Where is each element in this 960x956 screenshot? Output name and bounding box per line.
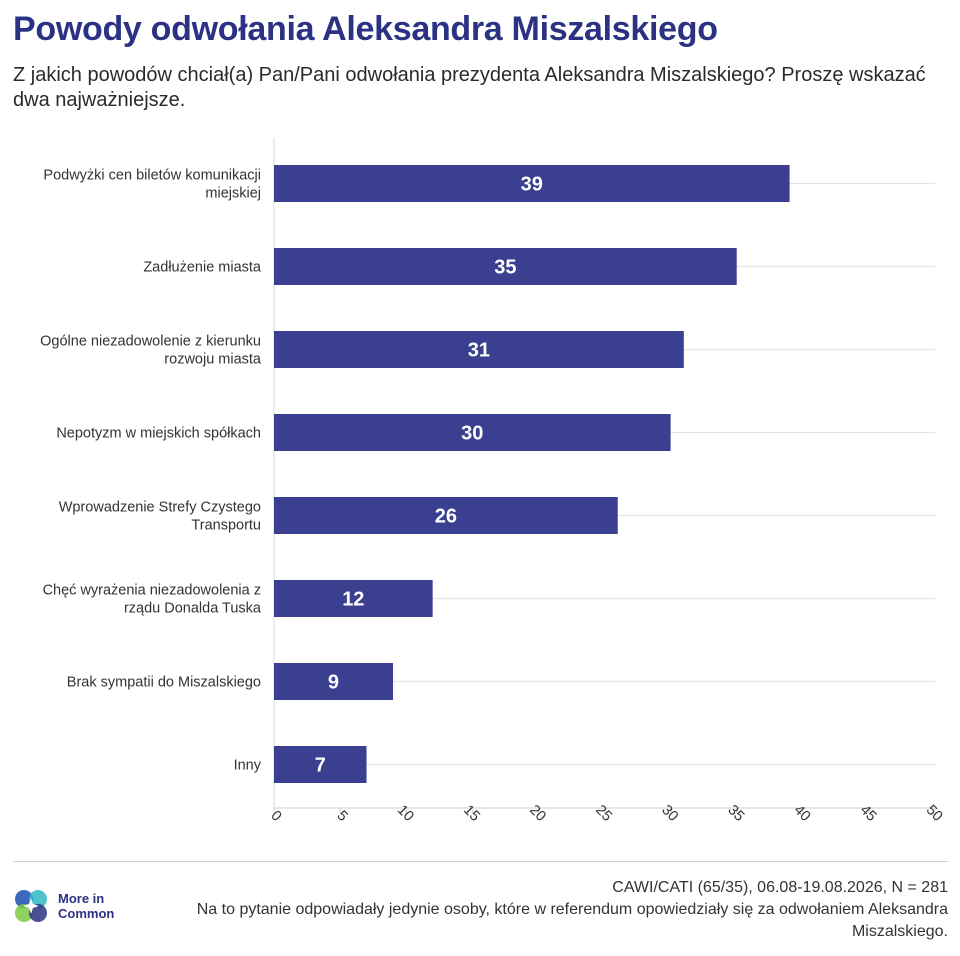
x-tick-label: 50	[923, 802, 946, 825]
bar	[274, 165, 790, 202]
x-tick-label: 0	[267, 808, 284, 825]
data-label: 39	[521, 174, 543, 196]
more-in-common-logo: More in Common	[13, 888, 138, 924]
category-label: Brak sympatii do Miszalskiego	[67, 675, 261, 691]
x-tick-label: 30	[658, 802, 681, 825]
source-method: CAWI/CATI (65/35), 06.08-19.08.2026, N =…	[612, 879, 948, 896]
x-tick-label: 15	[460, 802, 483, 825]
bar	[274, 248, 737, 285]
bar	[274, 663, 393, 700]
category-label: Podwyżki cen biletów komunikacji miejskie…	[43, 168, 261, 202]
data-label: 30	[461, 423, 483, 445]
category-label: Nepotyzm w miejskich spółkach	[56, 426, 261, 442]
footer-divider	[13, 861, 948, 862]
x-tick-label: 35	[724, 802, 747, 825]
data-label: 35	[494, 257, 516, 279]
bar-chart: 39 Podwyżki cen biletów komunikacji miejsk…	[40, 138, 946, 825]
source-description: Na to pytanie odpowiadały jedynie osoby,…	[196, 901, 948, 940]
data-label: 31	[468, 340, 490, 362]
category-label: Wprowadzenie Strefy Czystego Transportu	[59, 500, 261, 534]
page-subtitle: Z jakich powodów chciał(a) Pan/Pani odwo…	[13, 64, 926, 111]
bar	[274, 497, 618, 534]
bar	[274, 331, 684, 368]
data-label: 9	[328, 672, 339, 694]
data-label: 7	[315, 755, 326, 777]
logo-icon	[15, 890, 47, 922]
x-tick-label: 20	[526, 802, 549, 825]
category-label: Chęć wyrażenia niezadowolenia z rządu Don…	[43, 583, 262, 617]
category-label: Inny	[234, 758, 262, 774]
category-label: Ogólne niezadowolenie z kierunku rozwoju …	[40, 334, 262, 368]
source-note: CAWI/CATI (65/35), 06.08-19.08.2026, N =…	[188, 877, 948, 943]
bar	[274, 746, 367, 783]
x-tick-label: 10	[394, 802, 417, 825]
data-label: 26	[435, 506, 457, 528]
category-label: Zadłużenie miasta	[143, 260, 262, 276]
x-tick-label: 5	[334, 808, 351, 825]
data-label: 12	[342, 589, 364, 611]
x-tick-label: 40	[791, 802, 814, 825]
bar	[274, 414, 671, 451]
x-tick-label: 25	[592, 802, 615, 825]
page-title: Powody odwołania Aleksandra Miszalskiego	[13, 10, 718, 48]
x-tick-label: 45	[857, 802, 880, 825]
bar	[274, 580, 433, 617]
logo-text: More in Common	[58, 891, 115, 921]
